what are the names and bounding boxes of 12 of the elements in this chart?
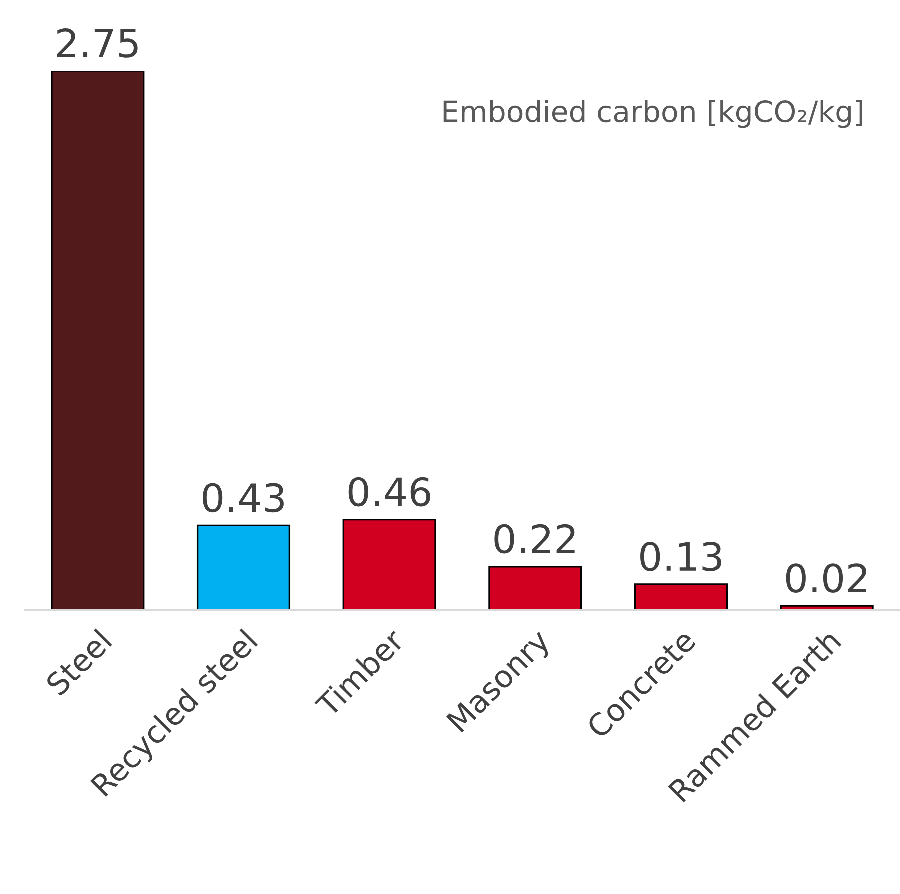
data-label: 0.13 [640,542,722,572]
bar [488,566,582,610]
data-label: 0.46 [348,477,430,507]
text: Embodied carbon [kgCO₂/kg] [444,100,862,128]
bar [196,524,291,610]
bar [51,71,145,610]
data-label: 2.75 [57,28,138,58]
bar [342,519,436,610]
data-label: 0.22 [494,524,575,554]
data-label: 0.02 [786,564,866,593]
data-label: 0.43 [203,483,284,513]
bar [634,584,728,610]
